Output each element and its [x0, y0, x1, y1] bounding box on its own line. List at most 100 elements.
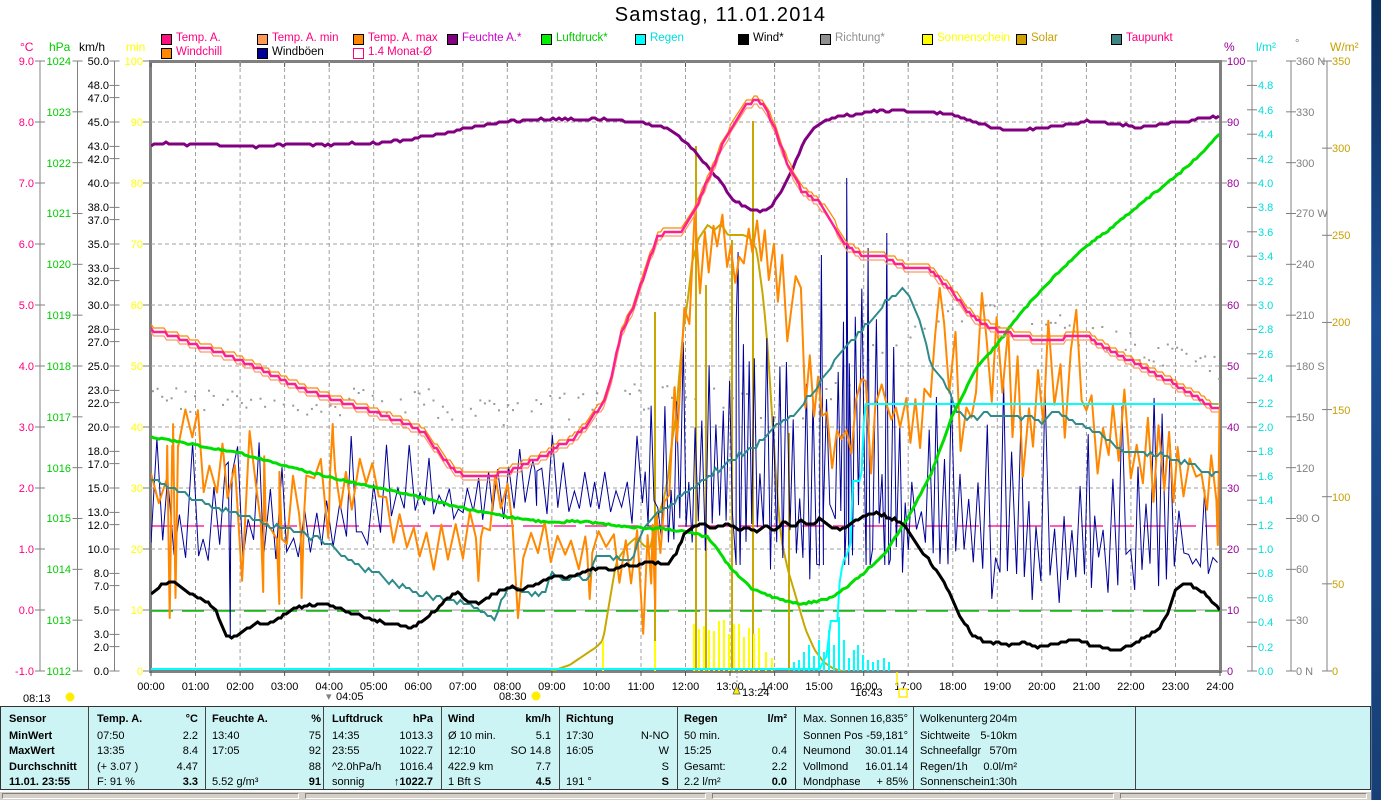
- svg-text:3.0: 3.0: [1258, 300, 1273, 312]
- svg-text:7.7: 7.7: [536, 761, 551, 773]
- svg-text:90 O: 90 O: [1296, 513, 1320, 525]
- svg-text:1017: 1017: [47, 412, 71, 424]
- svg-text:3.2: 3.2: [1258, 276, 1273, 288]
- svg-text:4.4: 4.4: [1258, 129, 1273, 141]
- svg-text:4.2: 4.2: [1258, 154, 1273, 166]
- svg-text:23.0: 23.0: [88, 385, 109, 397]
- svg-text:2.8: 2.8: [1258, 324, 1273, 336]
- svg-text:2.0: 2.0: [94, 642, 109, 654]
- svg-text:Richtung: Richtung: [566, 713, 614, 725]
- svg-text:90: 90: [131, 117, 143, 129]
- svg-text:°C: °C: [186, 713, 198, 725]
- svg-text:0: 0: [1332, 666, 1338, 678]
- svg-text:1:30h: 1:30h: [989, 776, 1017, 788]
- svg-text:210: 210: [1296, 310, 1314, 322]
- svg-text:08:00: 08:00: [494, 681, 522, 693]
- svg-text:0: 0: [137, 666, 143, 678]
- svg-text:60: 60: [1296, 564, 1308, 576]
- svg-text:13.0: 13.0: [88, 507, 109, 519]
- svg-text:92: 92: [309, 745, 321, 757]
- svg-text:4.5: 4.5: [536, 776, 551, 788]
- svg-text:1016: 1016: [47, 463, 71, 475]
- svg-text:5.52 g/m³: 5.52 g/m³: [212, 776, 259, 788]
- svg-text:05:00: 05:00: [360, 681, 388, 693]
- svg-text:07:50: 07:50: [97, 730, 125, 742]
- svg-text:3.6: 3.6: [1258, 227, 1273, 239]
- svg-text:10: 10: [1227, 605, 1239, 617]
- svg-text:Sensor: Sensor: [9, 713, 47, 725]
- svg-text:150: 150: [1332, 405, 1350, 417]
- svg-text:240: 240: [1296, 259, 1314, 271]
- svg-text:48.0: 48.0: [88, 80, 109, 92]
- svg-text:5.0: 5.0: [94, 605, 109, 617]
- svg-text:Sonnenschein: Sonnenschein: [920, 776, 990, 788]
- svg-text:40.0: 40.0: [88, 178, 109, 190]
- svg-text:MaxWert: MaxWert: [9, 745, 55, 757]
- svg-text:10:00: 10:00: [583, 681, 611, 693]
- svg-text:S: S: [662, 776, 669, 788]
- svg-text:15:00: 15:00: [805, 681, 833, 693]
- svg-text:30: 30: [131, 483, 143, 495]
- svg-text:+ 85%: + 85%: [877, 776, 909, 788]
- svg-text:2.2: 2.2: [183, 730, 198, 742]
- svg-text:8.0: 8.0: [19, 117, 34, 129]
- svg-text:30: 30: [1227, 483, 1239, 495]
- svg-text:20: 20: [1227, 544, 1239, 556]
- svg-text:15:25: 15:25: [684, 745, 712, 757]
- svg-text:1022.7: 1022.7: [399, 745, 433, 757]
- svg-text:5-10km: 5-10km: [980, 730, 1017, 742]
- svg-text:300: 300: [1296, 158, 1314, 170]
- svg-text:1.0: 1.0: [19, 544, 34, 556]
- svg-text:60: 60: [1227, 300, 1239, 312]
- svg-text:06:00: 06:00: [404, 681, 432, 693]
- svg-text:0.8: 0.8: [1258, 568, 1273, 580]
- svg-text:43.0: 43.0: [88, 141, 109, 153]
- svg-text:0: 0: [1227, 666, 1233, 678]
- svg-text:1024: 1024: [47, 56, 71, 68]
- svg-text:180 S: 180 S: [1296, 361, 1325, 373]
- svg-text:0.0: 0.0: [94, 666, 109, 678]
- svg-text:35.0: 35.0: [88, 239, 109, 251]
- svg-text:4.6: 4.6: [1258, 105, 1273, 117]
- svg-text:4.47: 4.47: [177, 761, 198, 773]
- svg-text:11.01. 23:55: 11.01. 23:55: [9, 776, 70, 788]
- svg-text:200: 200: [1332, 317, 1350, 329]
- svg-text:7.0: 7.0: [94, 581, 109, 593]
- svg-text:30.01.14: 30.01.14: [865, 745, 908, 757]
- svg-text:350: 350: [1332, 56, 1350, 68]
- svg-text:21:00: 21:00: [1073, 681, 1101, 693]
- svg-text:W: W: [659, 745, 670, 757]
- svg-text:2.6: 2.6: [1258, 349, 1273, 361]
- svg-text:2.2: 2.2: [1258, 398, 1273, 410]
- svg-text:2.4: 2.4: [1258, 373, 1273, 385]
- svg-text:17:00: 17:00: [894, 681, 922, 693]
- svg-text:20: 20: [131, 544, 143, 556]
- svg-text:300: 300: [1332, 143, 1350, 155]
- svg-text:50 min.: 50 min.: [684, 730, 720, 742]
- svg-text:70: 70: [131, 239, 143, 251]
- svg-text:02:00: 02:00: [226, 681, 254, 693]
- svg-text:09:00: 09:00: [538, 681, 566, 693]
- svg-text:↑1022.7: ↑1022.7: [394, 776, 433, 788]
- svg-text:47.0: 47.0: [88, 93, 109, 105]
- svg-text:1018: 1018: [47, 361, 71, 373]
- svg-text:8.4: 8.4: [183, 745, 198, 757]
- svg-text:3.4: 3.4: [1258, 251, 1273, 263]
- svg-text:04:00: 04:00: [315, 681, 343, 693]
- svg-text:Feuchte A.: Feuchte A.: [212, 713, 268, 725]
- svg-text:Regen: Regen: [684, 713, 718, 725]
- svg-text:3.0: 3.0: [94, 629, 109, 641]
- svg-text:16.01.14: 16.01.14: [865, 761, 908, 773]
- svg-text:1023: 1023: [47, 107, 71, 119]
- svg-text:30.0: 30.0: [88, 300, 109, 312]
- svg-text:13:00: 13:00: [716, 681, 744, 693]
- svg-text:23:55: 23:55: [332, 745, 360, 757]
- svg-text:1 Bft S: 1 Bft S: [448, 776, 481, 788]
- svg-text:Ø 10 min.: Ø 10 min.: [448, 730, 496, 742]
- svg-text:27.0: 27.0: [88, 337, 109, 349]
- svg-text:422.9 km: 422.9 km: [448, 761, 493, 773]
- svg-text:sonnig: sonnig: [332, 776, 364, 788]
- svg-text:1.2: 1.2: [1258, 520, 1273, 532]
- svg-text:28.0: 28.0: [88, 324, 109, 336]
- svg-text:4.8: 4.8: [1258, 80, 1273, 92]
